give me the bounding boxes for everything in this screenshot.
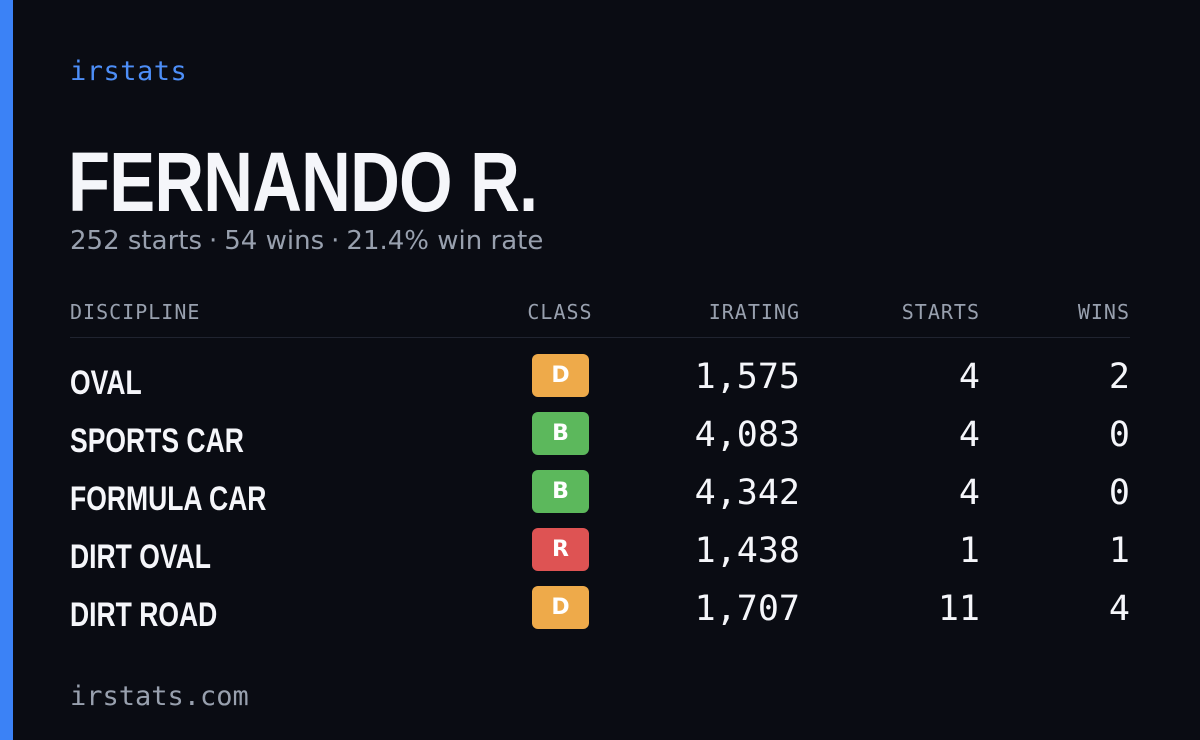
irating-value: 4,342	[694, 473, 800, 513]
summary-win-rate: 21.4% win rate	[346, 226, 544, 256]
wins-value: 1	[1108, 531, 1130, 571]
class-badge: D	[532, 586, 589, 629]
wins-value: 0	[1108, 473, 1130, 513]
table-row: FORMULA CAR B 4,342 4 0	[70, 470, 1130, 528]
table-row: DIRT ROAD D 1,707 11 4	[70, 586, 1130, 644]
irating-value: 1,707	[694, 589, 800, 629]
header-irating: IRATING	[708, 300, 800, 324]
class-badge: R	[532, 528, 589, 571]
header-wins: WINS	[1077, 300, 1130, 324]
discipline-name: FORMULA CAR	[70, 480, 267, 518]
summary-separator: ·	[209, 226, 218, 256]
wins-value: 2	[1108, 357, 1130, 397]
accent-bar	[0, 0, 13, 740]
irating-value: 4,083	[694, 415, 800, 455]
class-badge: D	[532, 354, 589, 397]
starts-value: 1	[958, 531, 980, 571]
table-header: DISCIPLINE CLASS IRATING STARTS WINS	[70, 298, 1130, 338]
driver-summary: 252 starts · 54 wins · 21.4% win rate	[70, 226, 543, 256]
irating-value: 1,438	[694, 531, 800, 571]
starts-value: 4	[958, 473, 980, 513]
irating-value: 1,575	[694, 357, 800, 397]
starts-value: 4	[958, 357, 980, 397]
wins-value: 0	[1108, 415, 1130, 455]
class-badge: B	[532, 470, 589, 513]
discipline-name: DIRT ROAD	[70, 596, 218, 634]
class-badge: B	[532, 412, 589, 455]
summary-starts: 252 starts	[70, 226, 202, 256]
header-discipline: DISCIPLINE	[70, 300, 201, 324]
header-class: CLASS	[527, 300, 593, 324]
discipline-table: DISCIPLINE CLASS IRATING STARTS WINS OVA…	[70, 298, 1130, 644]
brand-logo-text: irstats	[70, 56, 188, 87]
discipline-name: SPORTS CAR	[70, 422, 244, 460]
header-starts: STARTS	[901, 300, 980, 324]
discipline-name: DIRT OVAL	[70, 538, 211, 576]
starts-value: 4	[958, 415, 980, 455]
summary-wins: 54 wins	[224, 226, 325, 256]
wins-value: 4	[1108, 589, 1130, 629]
summary-separator: ·	[331, 226, 340, 256]
driver-name: FERNANDO R.	[68, 135, 538, 229]
table-row: OVAL D 1,575 4 2	[70, 354, 1130, 412]
table-row: SPORTS CAR B 4,083 4 0	[70, 412, 1130, 470]
discipline-name: OVAL	[70, 364, 142, 402]
footer-site-url[interactable]: irstats.com	[70, 681, 249, 712]
table-body: OVAL D 1,575 4 2 SPORTS CAR B 4,083 4 0 …	[70, 354, 1130, 644]
starts-value: 11	[937, 589, 980, 629]
table-row: DIRT OVAL R 1,438 1 1	[70, 528, 1130, 586]
